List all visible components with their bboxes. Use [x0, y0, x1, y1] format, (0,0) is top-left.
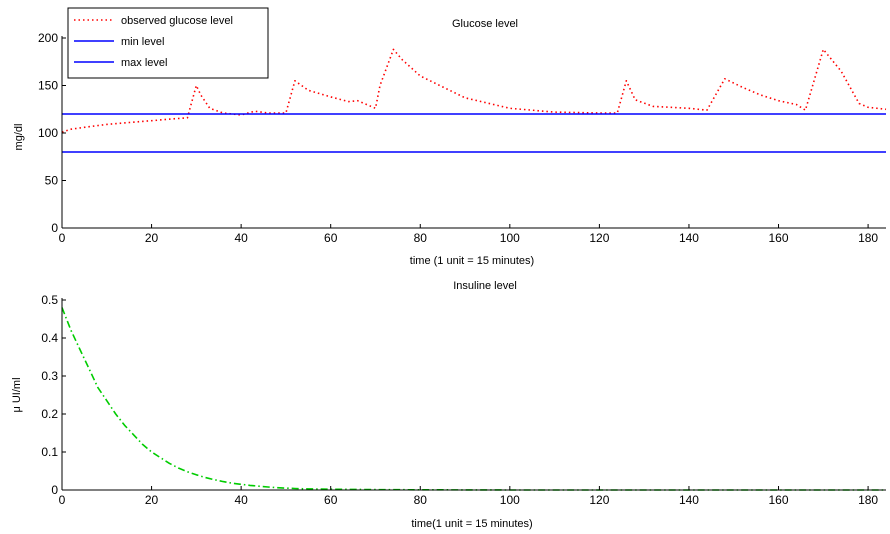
x-tick-label: 160 [769, 493, 789, 507]
x-tick-label: 80 [414, 493, 428, 507]
glucose-y-axis-label: mg/dl [13, 124, 25, 151]
y-tick-label: 200 [38, 31, 58, 45]
insuline-axes: 0 20 40 60 80 100 120 140 160 180 0 0.1 0.2 0.3 0.4 0.5 [41, 293, 886, 507]
x-tick-label: 40 [234, 231, 248, 245]
y-tick-label: 150 [38, 79, 58, 93]
x-tick-label: 140 [679, 231, 699, 245]
y-tick-label: 0.3 [41, 369, 58, 383]
x-tick-label: 80 [414, 231, 428, 245]
insuline-y-axis-label: μ UI/ml [11, 377, 23, 412]
x-tick-label: 160 [769, 231, 789, 245]
insuline-panel: Insuline level 0 20 40 60 80 100 120 140 160 1800… [11, 280, 886, 530]
y-tick-label: 0.4 [41, 331, 58, 345]
y-tick-label: 50 [45, 174, 59, 188]
x-tick-label: 0 [59, 493, 66, 507]
x-tick-label: 180 [858, 493, 878, 507]
insuline-series-group [61, 307, 886, 491]
x-tick-label: 60 [324, 231, 338, 245]
legend-label-min: min level [121, 36, 164, 48]
x-tick-label: 20 [145, 231, 159, 245]
glucose-x-axis-label: time (1 unit = 15 minutes) [410, 255, 534, 267]
x-tick-label: 180 [858, 231, 878, 245]
glucose-chart-title: Glucose level [452, 18, 518, 30]
y-tick-label: 0 [51, 221, 58, 235]
y-tick-label: 0.1 [41, 445, 58, 459]
glucose-axes: 0 20 40 60 80 100 120 140 160 180 0 50 100 150 200 [38, 31, 886, 245]
glucose-series-group [61, 48, 887, 153]
insuline-x-axis-label: time(1 unit = 15 minutes) [411, 518, 532, 530]
insuline-chart-title: Insuline level [453, 280, 517, 292]
y-tick-label: 100 [38, 126, 58, 140]
x-tick-label: 60 [324, 493, 338, 507]
legend-label-max: max level [121, 57, 167, 69]
y-tick-label: 0.2 [41, 407, 58, 421]
y-tick-label: 0 [51, 483, 58, 497]
glucose-legend: observed glucose level min level max lev… [67, 7, 269, 79]
x-tick-label: 100 [500, 231, 520, 245]
x-tick-label: 120 [589, 231, 609, 245]
x-tick-label: 100 [500, 493, 520, 507]
series-0-0-line [61, 48, 887, 133]
glucose-panel: Glucose level 0 20 40 60 80 100 120 140 160 180 0 5… [13, 7, 887, 267]
x-tick-label: 120 [589, 493, 609, 507]
series-1-0-line [61, 307, 886, 491]
x-tick-label: 40 [234, 493, 248, 507]
x-tick-label: 0 [59, 231, 66, 245]
legend-label-observed: observed glucose level [121, 15, 233, 27]
y-tick-label: 0.5 [41, 293, 58, 307]
x-tick-label: 140 [679, 493, 699, 507]
x-tick-label: 20 [145, 493, 159, 507]
